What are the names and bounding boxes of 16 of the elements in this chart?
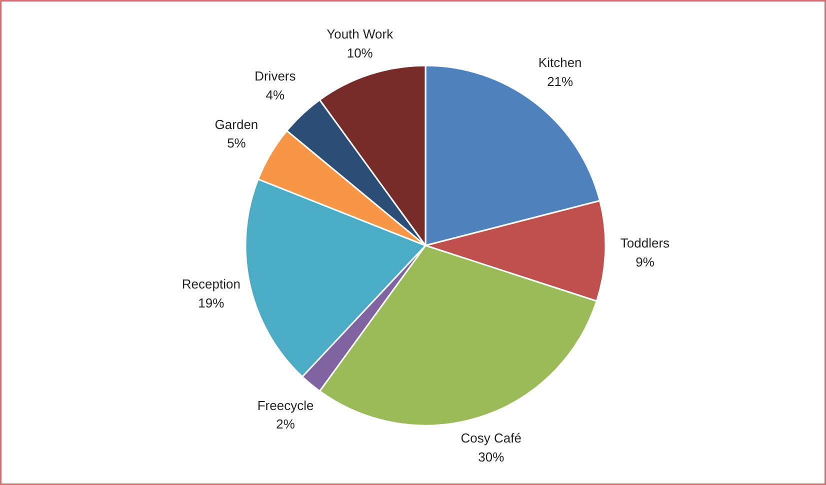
data-label: 5% [227,136,246,151]
slice-label: Youth Work [326,26,394,42]
slice-label: Drivers [254,68,296,84]
slice-label: Garden [214,116,258,132]
slice-label: Toddlers [620,236,670,251]
data-label: 4% [266,87,286,102]
slice-label: Cosy Café [460,430,522,446]
slice-label: Kitchen [538,55,582,70]
data-label: 21% [547,74,574,89]
data-label: 30% [478,449,505,464]
slice-label: Reception [182,276,240,292]
data-label: 10% [346,45,374,60]
data-label: 19% [198,295,225,310]
data-label: 9% [636,254,655,270]
data-label: 2% [276,416,296,432]
slice-label: Freecycle [257,398,314,413]
